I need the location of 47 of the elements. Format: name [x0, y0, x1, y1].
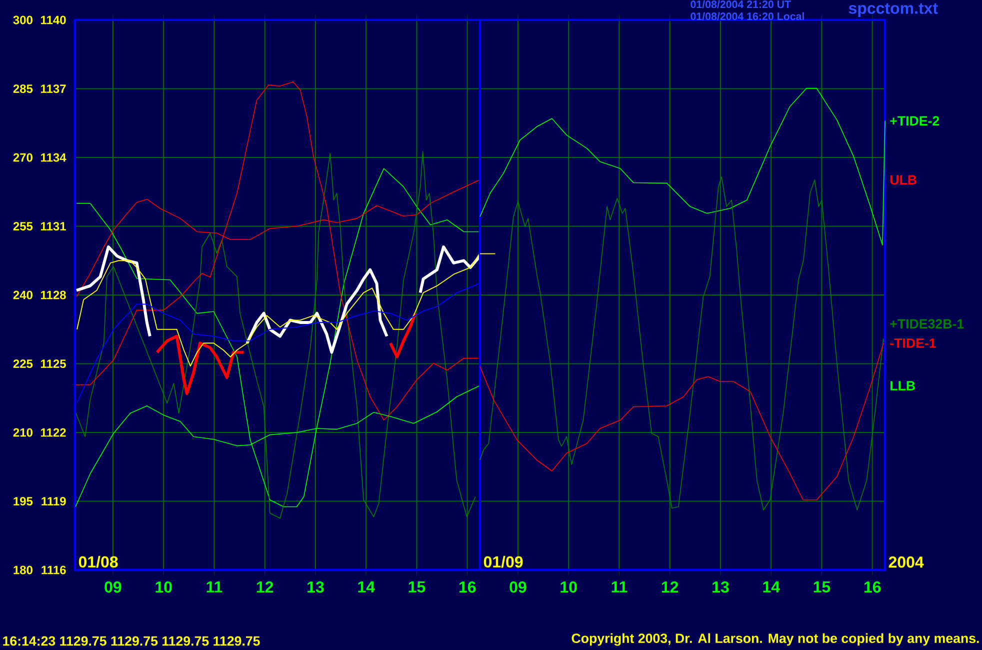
- text: 16:14:23 1129.75 1129.75 1129.75 1129.75: [3, 636, 260, 646]
- series-label: +TIDE32B-1: [890, 319, 964, 329]
- x-tick-label: 14: [763, 581, 780, 592]
- x-tick-label: 16: [459, 581, 476, 593]
- x-tick-label: 09: [510, 581, 526, 593]
- x-tick-label: 10: [560, 581, 577, 593]
- text: Copyright 2003, Dr. Al Larson. May not be copied by any means.: [572, 633, 979, 646]
- y2-tick-label: 1125: [41, 359, 66, 368]
- text: 01/08/2004 21:20 UT: [690, 0, 791, 8]
- x-tick-label: 13: [712, 581, 729, 593]
- x-tick-label: 15: [814, 581, 830, 593]
- text: 2004: [888, 556, 924, 568]
- x-tick-label: 14: [358, 581, 375, 592]
- annotation: 01/09: [484, 556, 523, 568]
- annotation: 01/08/2004 16:20 Local: [690, 12, 804, 20]
- x-tick-label: 11: [206, 581, 222, 592]
- y-tick-label: 255: [13, 222, 33, 230]
- y-tick-label: 225: [13, 359, 33, 368]
- annotation: 01/08: [78, 556, 118, 568]
- y-tick-label: 285: [13, 84, 33, 93]
- text: spcctom.txt: [848, 3, 938, 18]
- x-tick-label: 10: [156, 581, 172, 593]
- x-tick-label: 11: [612, 581, 628, 592]
- y2-tick-label: 1128: [41, 290, 66, 300]
- y2-tick-label: 1140: [41, 16, 66, 24]
- x-tick-label: 12: [662, 581, 678, 593]
- text: ULB: [890, 175, 916, 185]
- series-label: -TIDE-1: [890, 338, 936, 348]
- y2-tick-label: 1131: [41, 222, 66, 230]
- y2-tick-label: 1122: [41, 428, 66, 437]
- y2-tick-label: 1119: [42, 496, 66, 506]
- x-tick-label: 09: [104, 581, 122, 593]
- y-tick-label: 210: [13, 428, 32, 437]
- y2-tick-label: 1116: [42, 566, 66, 574]
- y-tick-label: 300: [13, 16, 32, 24]
- x-tick-label: 15: [408, 581, 426, 593]
- x-tick-label: 16: [864, 581, 881, 593]
- y2-tick-label: 1137: [41, 84, 66, 93]
- y-tick-label: 270: [13, 153, 32, 162]
- series-label: +TIDE-2: [890, 116, 940, 126]
- y-tick-label: 240: [13, 290, 32, 300]
- y-tick-label: 195: [14, 496, 33, 506]
- x-tick-label: 13: [308, 581, 324, 593]
- y2-tick-label: 1134: [41, 153, 66, 162]
- y-tick-label: 180: [14, 566, 32, 574]
- x-tick-label: 12: [256, 581, 274, 593]
- text: LLB: [890, 381, 915, 390]
